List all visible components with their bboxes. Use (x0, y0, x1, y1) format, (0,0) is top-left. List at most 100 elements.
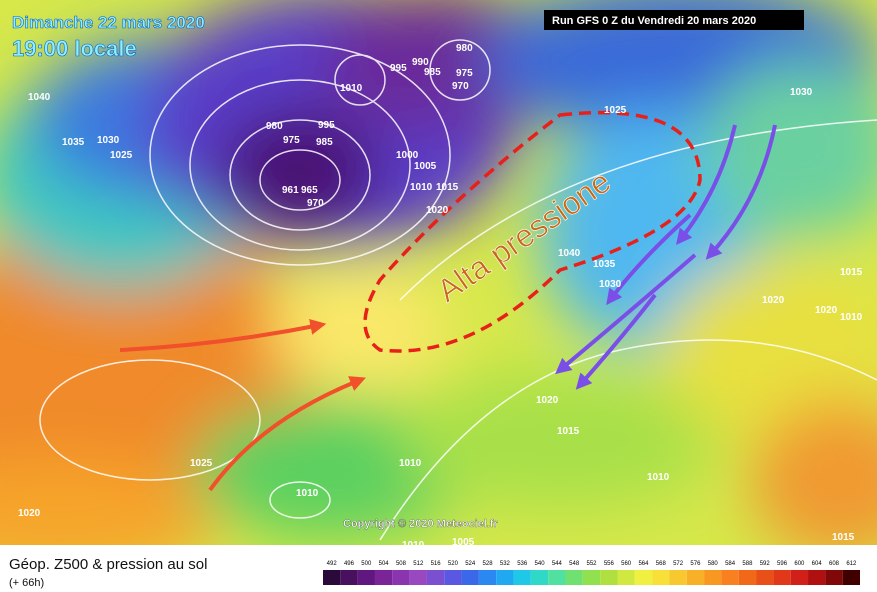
scale-swatch (773, 570, 791, 585)
isobar-label: 1020 (426, 205, 449, 216)
isobar-label: 1025 (110, 150, 133, 161)
cold-arrows (555, 124, 777, 390)
scale-swatch (444, 570, 462, 585)
isobar-label: 975 (456, 68, 473, 79)
isobar-label: 1015 (840, 267, 863, 278)
scale-label: 580 (708, 561, 719, 567)
map-background (0, 0, 877, 580)
scale-swatch (565, 570, 583, 585)
scale-label: 536 (517, 561, 528, 567)
scale-swatch (357, 570, 375, 585)
isobar-label: 1005 (452, 537, 475, 548)
isobar-label: 1010 (840, 312, 863, 323)
scale-swatch (669, 570, 687, 585)
run-info: Run GFS 0 Z du Vendredi 20 mars 2020 (552, 15, 756, 27)
isobar-label: 980 (266, 121, 283, 132)
isobar-label: 970 (307, 198, 324, 209)
isobar-label: 1000 (396, 150, 419, 161)
scale-swatch (478, 570, 497, 585)
isobar-label: 1020 (762, 295, 785, 306)
footer-title: Géop. Z500 & pression au sol (9, 556, 207, 573)
scale-swatch (652, 570, 670, 585)
isobar-label: 1040 (558, 248, 581, 259)
scale-label: 604 (812, 561, 823, 567)
isobar-label: 985 (424, 67, 441, 78)
scale-swatch (582, 570, 601, 585)
scale-label: 532 (500, 561, 511, 567)
scale-swatch (634, 570, 653, 585)
scale-swatch (808, 570, 826, 585)
scale-swatch (756, 570, 774, 585)
isobar-label: 1010 (340, 83, 363, 94)
isobar-label: 1010 (399, 458, 422, 469)
scale-label: 520 (448, 561, 459, 567)
forecast-date: Dimanche 22 mars 2020 (12, 13, 205, 32)
scale-swatch (513, 570, 531, 585)
isobar-label: 990 (412, 57, 429, 68)
isobar-label: 980 (456, 43, 473, 54)
scale-label: 560 (621, 561, 632, 567)
isobar-label: 1010 (647, 472, 670, 483)
scale-label: 592 (760, 561, 771, 567)
scale-label: 600 (794, 561, 805, 567)
isobar-label: 1015 (436, 182, 459, 193)
isobar-label: 1005 (414, 161, 437, 172)
scale-swatch (686, 570, 705, 585)
scale-swatch (738, 570, 757, 585)
scale-swatch (392, 570, 410, 585)
scale-label: 608 (829, 561, 840, 567)
scale-swatch (790, 570, 809, 585)
scale-label: 508 (396, 561, 407, 567)
scale-swatch (374, 570, 393, 585)
isobar-label: 1035 (593, 259, 616, 270)
scale-label: 516 (431, 561, 442, 567)
scale-label: 552 (586, 561, 597, 567)
isobar-label: 961 (282, 185, 299, 196)
isobar-label: 970 (452, 81, 469, 92)
scale-swatch (461, 570, 479, 585)
scale-label: 596 (777, 561, 788, 567)
scale-swatch (617, 570, 635, 585)
isobar-label: 1015 (832, 532, 855, 543)
scale-swatch (825, 570, 843, 585)
scale-swatch (548, 570, 566, 585)
scale-label: 612 (846, 561, 857, 567)
scale-label: 576 (690, 561, 701, 567)
high-pressure-outline (363, 110, 702, 353)
isobar-label: 965 (301, 185, 318, 196)
scale-label: 588 (742, 561, 753, 567)
isobar-label: 1020 (815, 305, 838, 316)
scale-swatch (600, 570, 618, 585)
scale-label: 524 (465, 561, 476, 567)
isobar-label: 1030 (790, 87, 813, 98)
warm-arrows (119, 319, 366, 492)
scale-label: 504 (379, 561, 390, 567)
scale-swatch (842, 570, 860, 585)
scale-label: 568 (656, 561, 667, 567)
scale-label: 564 (638, 561, 649, 567)
color-scale: 492 496 500 504 508 512 516 520 524 528 532 536 540 5… (323, 561, 860, 585)
scale-swatch (496, 570, 514, 585)
scale-label: 496 (344, 561, 355, 567)
isobar-label: 985 (316, 137, 333, 148)
scale-label: 548 (569, 561, 580, 567)
scale-label: 500 (361, 561, 372, 567)
isobar-label: 1020 (536, 395, 559, 406)
isobar-label: 995 (390, 63, 407, 74)
copyright: Copyright © 2020 Meteociel.fr (343, 518, 499, 530)
scale-swatch (323, 570, 341, 585)
scale-label: 528 (483, 561, 494, 567)
scale-swatch (721, 570, 739, 585)
scale-label: 540 (535, 561, 546, 567)
isobar-label: 1010 (296, 488, 319, 499)
isobar-label: 975 (283, 135, 300, 146)
isobar-label: 1030 (97, 135, 120, 146)
scale-label: 556 (604, 561, 615, 567)
scale-swatch (704, 570, 722, 585)
scale-label: 584 (725, 561, 736, 567)
scale-swatch (530, 570, 549, 585)
scale-label: 512 (413, 561, 424, 567)
isobar-label: 1030 (599, 279, 622, 290)
